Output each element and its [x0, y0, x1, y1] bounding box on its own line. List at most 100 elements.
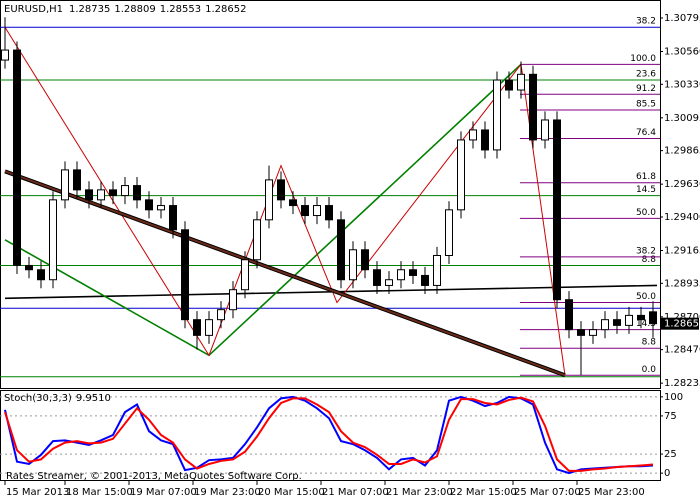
x-tick-label: 21 Mar 23:00 — [386, 487, 453, 498]
candle-body — [205, 319, 213, 336]
candle-body — [1, 49, 9, 61]
y-tick-label: 75 — [664, 411, 677, 422]
candle-body — [133, 185, 141, 201]
fib-label: 100.0 — [630, 54, 656, 64]
candle-body — [13, 49, 21, 266]
candle-body — [49, 199, 57, 281]
fib-label: 50.0 — [636, 292, 656, 302]
price-label: 1.28652 — [664, 319, 700, 330]
candle-body — [193, 319, 201, 336]
candle-body — [625, 314, 633, 326]
candle-body — [577, 329, 585, 336]
candle-body — [253, 219, 261, 261]
candle-body — [145, 199, 153, 211]
x-tick-label: 18 Mar 15:00 — [66, 487, 133, 498]
fib-label: 8.8 — [642, 255, 657, 265]
candle-body — [109, 189, 117, 197]
y-tick-label: 1.29865 — [664, 146, 700, 157]
x-tick-label: 20 Mar 15:00 — [258, 487, 325, 498]
x-tick-label: 25 Mar 23:00 — [578, 487, 645, 498]
candle-body — [517, 73, 525, 91]
x-tick-label: 15 Mar 2013 — [6, 487, 69, 498]
fib-label: 38.2 — [636, 17, 656, 27]
main-title: EURUSD,H1 1.28735 1.28809 1.28553 1.28652 — [4, 4, 246, 15]
candle-body — [409, 269, 417, 276]
y-tick-label: 1.29165 — [664, 245, 700, 256]
candle-body — [289, 199, 297, 207]
candle-body — [529, 73, 537, 141]
trendline — [4, 26, 566, 376]
candle-body — [349, 249, 357, 281]
candle-body — [493, 79, 501, 151]
fib-label: 14.5 — [636, 185, 656, 195]
main-value: 9.9510 — [76, 393, 111, 404]
candle-body — [217, 309, 225, 321]
y-tick-label: 1.30330 — [664, 79, 700, 90]
y-tick-label: 1.28935 — [664, 278, 700, 289]
candle-body — [169, 205, 177, 231]
x-tick-label: 21 Mar 07:00 — [322, 487, 389, 498]
candle-body — [505, 79, 513, 91]
candle-body — [313, 205, 321, 217]
candle-body — [649, 311, 657, 325]
candle-body — [229, 289, 237, 311]
layer: 1.30795 1.30560 1.30330 1.30095 1.29865 1.296… — [0, 13, 700, 498]
x-tick-label: 19 Mar 07:00 — [130, 487, 197, 498]
ohlc-close: 1.28652 — [205, 4, 246, 15]
fib-label: 50.0 — [636, 208, 656, 218]
candle-body — [613, 319, 621, 326]
candle-body — [469, 129, 477, 141]
y-tick-label: 1.29630 — [664, 179, 700, 190]
candle-body — [241, 259, 249, 291]
candle-body — [181, 229, 189, 321]
candle-body — [553, 119, 561, 301]
y-tick-label: 1.28235 — [664, 378, 700, 389]
candle-body — [565, 299, 573, 331]
fib-label: 38.2 — [636, 246, 656, 256]
candle-body — [157, 205, 165, 211]
x-tick-label: 22 Mar 15:00 — [450, 487, 517, 498]
y-tick-label: 1.30560 — [664, 46, 700, 57]
ohlc-open: 1.28735 — [69, 4, 110, 15]
y-tick-label: 25 — [664, 449, 677, 460]
y-tick-label: 100 — [664, 392, 683, 403]
fib-label: 8.8 — [642, 338, 657, 348]
stoch-title: Stoch(30,3,3) 9.9510 — [4, 393, 111, 404]
fib-label: 61.8 — [636, 172, 656, 182]
candle-body — [481, 129, 489, 151]
candle-body — [97, 189, 105, 201]
trendline — [4, 170, 566, 377]
price-box — [661, 317, 699, 330]
fib-label: 91.2 — [636, 84, 656, 94]
candle-body — [85, 189, 93, 201]
x-tick-label: 25 Mar 07:00 — [514, 487, 581, 498]
trendline — [4, 239, 210, 357]
fib-label: 0.0 — [642, 365, 657, 375]
stoch-line — [4, 395, 654, 475]
y-tick-label: 1.29400 — [664, 212, 700, 223]
candle-body — [73, 169, 81, 191]
indicator: Stoch(30,3,3) — [4, 393, 72, 404]
ohlc-low: 1.28553 — [160, 4, 201, 15]
candle-body — [421, 274, 429, 286]
candle-body — [433, 254, 441, 286]
candle-body — [277, 179, 285, 201]
candle-body — [121, 185, 129, 197]
candle-body — [541, 119, 549, 141]
candle-body — [457, 139, 465, 211]
ohlc-high: 1.28809 — [114, 4, 155, 15]
candle-body — [397, 269, 405, 281]
x-tick-label: 19 Mar 23:00 — [194, 487, 261, 498]
main-frame — [0, 0, 661, 389]
candle-body — [37, 269, 45, 281]
candle-body — [301, 205, 309, 217]
fib-label: 14.5 — [636, 319, 656, 329]
fib-label: 23.6 — [636, 70, 656, 80]
candle-body — [385, 279, 393, 286]
y-tick-label: 1.28700 — [664, 312, 700, 323]
y-tick-label: 0 — [664, 468, 670, 479]
stoch-frame — [0, 390, 661, 481]
y-tick-label: 1.30795 — [664, 13, 700, 24]
y-tick-label: 1.30095 — [664, 113, 700, 124]
